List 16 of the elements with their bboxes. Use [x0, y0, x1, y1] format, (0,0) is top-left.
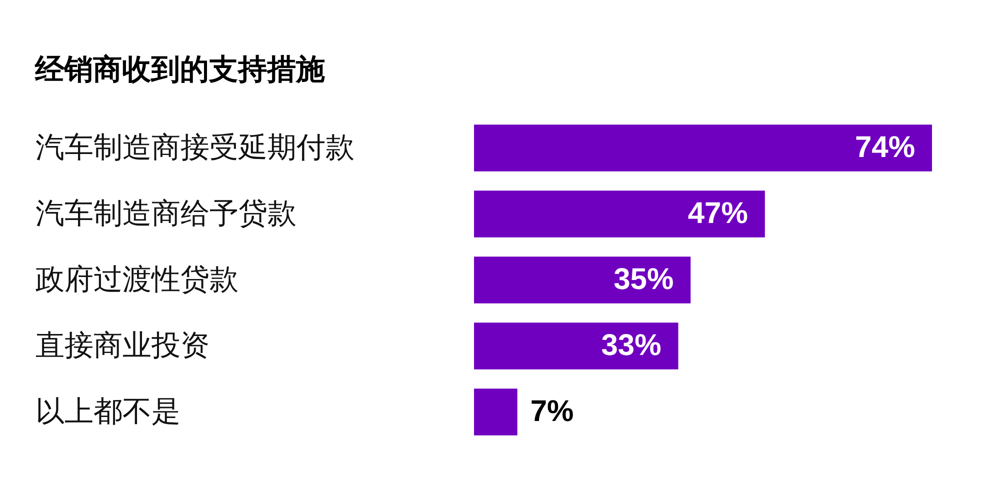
y-tick-label: 以上都不是	[36, 396, 180, 428]
data-label: 7%	[530, 395, 574, 428]
data-label: 47%	[688, 197, 748, 230]
bar	[474, 124, 932, 172]
bar	[474, 388, 518, 436]
y-tick-label: 汽车制造商给予贷款	[36, 198, 296, 230]
data-label: 74%	[854, 131, 915, 164]
text: 经销商收到的支持措施	[34, 53, 325, 86]
bar	[474, 322, 678, 370]
y-tick-label: 政府过渡性贷款	[36, 264, 238, 296]
y-tick-label: 汽车制造商接受延期付款	[36, 132, 354, 164]
data-label: 33%	[601, 329, 662, 362]
bar	[474, 190, 765, 238]
data-label: 35%	[614, 263, 674, 296]
y-tick-label: 直接商业投资	[36, 330, 210, 362]
bar	[474, 256, 691, 304]
